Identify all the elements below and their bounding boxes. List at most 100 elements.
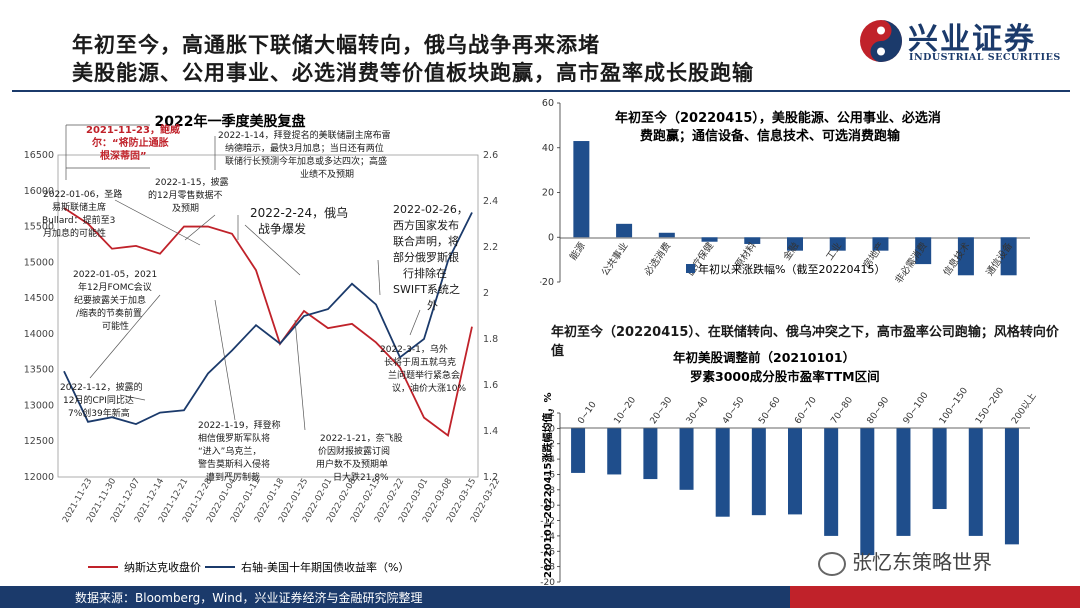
sector-bar bbox=[1000, 237, 1017, 276]
pe-ytick: -12 bbox=[540, 517, 555, 527]
logo-text-cn: 兴业证券 bbox=[908, 22, 1036, 57]
pe-bar bbox=[751, 428, 766, 516]
sector-bar bbox=[744, 237, 761, 244]
pe-category-label: 90~100 bbox=[902, 390, 931, 426]
sector-bar bbox=[957, 237, 974, 276]
annotation-8: 2022-3-1，乌外长将于周五就乌克兰问题举行紧急会议，油价大涨10% bbox=[380, 343, 466, 394]
left-ytick: 12500 bbox=[24, 436, 54, 447]
pe-bar bbox=[932, 428, 947, 510]
pe-bar bbox=[679, 428, 694, 490]
left-ytick: 13000 bbox=[24, 400, 54, 411]
left-ytick: 14500 bbox=[24, 293, 54, 304]
pe-category-label: 200以上 bbox=[1009, 391, 1038, 426]
pe-category-label: 50~60 bbox=[757, 395, 783, 426]
pe-category-label: 40~50 bbox=[721, 395, 747, 426]
pe-bar bbox=[607, 428, 622, 475]
pe-ytick: -18 bbox=[540, 563, 555, 573]
right-ytick: 2 bbox=[483, 288, 489, 299]
left-ytick: 16000 bbox=[24, 186, 54, 197]
annotation-2: 2022-1-14，拜登提名的美联储副主席布雷纳德暗示，最快3月加息；当日还有两… bbox=[218, 129, 391, 180]
sector-bar bbox=[573, 141, 590, 238]
right-ytick: 2.6 bbox=[483, 150, 498, 161]
q1-review-line-chart: 12000 12500 13000 13500 14000 14500 15000 15500… bbox=[24, 113, 503, 574]
pe-bar bbox=[643, 428, 658, 480]
left-ytick: 12000 bbox=[24, 472, 54, 483]
right-ytick: 1.4 bbox=[483, 426, 498, 437]
pe-category-label: 20~30 bbox=[649, 395, 675, 426]
left-ytick: 13500 bbox=[24, 365, 54, 376]
pe-ytick: 2 bbox=[549, 409, 555, 419]
header-divider bbox=[12, 90, 1070, 92]
legend-bond: 右轴-美国十年期国债收益率（%） bbox=[241, 560, 409, 574]
annotation-3: 2022-01-06，圣路易斯联储主席 Bullard：提前至3 月加息的可能性 bbox=[42, 188, 122, 239]
sector-bar bbox=[701, 237, 718, 242]
pe-bar bbox=[788, 428, 802, 515]
sector-bar bbox=[829, 237, 846, 251]
watermark: 张忆东策略世界 bbox=[818, 546, 992, 576]
pe-chart-title: 年初美股调整前（20210101） 罗素3000成分股市盈率TTM区间 bbox=[673, 350, 880, 384]
page-title-line2: 美股能源、公用事业、必选消费等价值板块跑赢，高市盈率成长股跑输 bbox=[72, 61, 754, 85]
left-ytick: 16500 bbox=[24, 150, 54, 161]
pe-bar bbox=[1004, 428, 1019, 545]
right-ytick: 1.2 bbox=[483, 472, 498, 483]
annotation-6: 2022-02-26，西方国家发布联合声明，将部分俄罗斯银行排除在 SWIFT系统… bbox=[393, 203, 468, 312]
pe-bar bbox=[571, 428, 586, 473]
pe-bar bbox=[824, 428, 839, 536]
sector-bar bbox=[872, 237, 889, 251]
left-ytick: 15000 bbox=[24, 257, 54, 268]
pe-category-label: 150~200 bbox=[974, 386, 1006, 426]
sector-ytick: 40 bbox=[542, 143, 554, 154]
page-title-line1: 年初至今，高通胀下联储大幅转向，俄乌战争再来添堵 bbox=[72, 33, 600, 57]
sector-category-label: 必选消费 bbox=[642, 240, 674, 278]
pe-bar bbox=[715, 428, 730, 517]
pe-ylabel: 20220101-20220415涨跌幅均值，% bbox=[541, 393, 554, 579]
right-ytick: 1.6 bbox=[483, 380, 498, 391]
annotation-4: 2022-1-15，披露的12月零售数据不及预期 bbox=[148, 176, 229, 214]
company-logo-icon bbox=[860, 20, 902, 62]
pe-category-label: 10~20 bbox=[612, 395, 638, 426]
pe-category-label: 0~10 bbox=[576, 400, 599, 426]
pe-ytick: -2 bbox=[546, 440, 555, 450]
pe-ytick: -10 bbox=[540, 501, 555, 511]
pe-ytick: -6 bbox=[546, 470, 555, 480]
sector-category-label: 公共事业 bbox=[599, 240, 631, 278]
annotation-1: 2021-11-23，鲍威尔：“将防止通胀根深蒂固” bbox=[86, 123, 180, 162]
sector-chart-title: 年初至今（20220415），美股能源、公用事业、必选消 费跑赢；通信设备、信息… bbox=[615, 110, 945, 144]
legend-sector-swatch bbox=[686, 264, 695, 273]
logo-text-en: INDUSTRIAL SECURITIES bbox=[909, 52, 1061, 63]
footer-bar: 数据来源：Bloomberg，Wind，兴业证券经济与金融研究院整理 bbox=[0, 586, 1080, 608]
sector-ytick: 20 bbox=[542, 188, 554, 199]
legend-sector: 年初以来涨跌幅%（截至20220415） bbox=[698, 262, 885, 276]
sector-bar bbox=[658, 232, 675, 238]
left-chart-title: 2022年一季度美股复盘 bbox=[155, 113, 306, 130]
sector-ytick: 60 bbox=[542, 98, 554, 109]
sector-category-label: 能源 bbox=[567, 240, 588, 263]
pe-ytick: -4 bbox=[546, 455, 555, 465]
wechat-icon bbox=[818, 551, 846, 576]
annotation-5: 2022-2-24，俄乌战争爆发 bbox=[250, 205, 348, 236]
pe-category-label: 30~40 bbox=[685, 395, 711, 426]
pe-bar bbox=[968, 428, 983, 536]
pe-category-label: 70~80 bbox=[829, 395, 855, 426]
right-ytick: 2.4 bbox=[483, 196, 498, 207]
pe-section-header: 年初至今（20220415）、在联储转向、俄乌冲突之下，高市盈率公司跑输；风格转… bbox=[551, 325, 1059, 359]
pe-ytick: -20 bbox=[540, 578, 555, 586]
right-ytick: 2.2 bbox=[483, 242, 498, 253]
legend-nasdaq: 纳斯达克收盘价 bbox=[124, 560, 201, 574]
annotation-9: 2022-1-12，披露的 12月的CPI同比达 7%创39年新高 bbox=[60, 381, 143, 419]
pe-category-label: 100~150 bbox=[938, 386, 970, 426]
pe-bar bbox=[896, 428, 911, 536]
pe-ytick: 0 bbox=[549, 424, 555, 434]
left-ytick: 15500 bbox=[24, 222, 54, 233]
pe-bar bbox=[860, 428, 875, 556]
nasdaq-line bbox=[63, 207, 473, 438]
sector-bar bbox=[787, 237, 803, 251]
annotation-7: 2022-01-05，2021 年12月FOMC会议纪要披露关于加息/缩表的节奏前… bbox=[73, 270, 157, 332]
pe-category-label: 60~70 bbox=[793, 395, 819, 426]
annotation-10: 2022-1-19，拜登称相信俄罗斯军队将“进入”乌克兰，警告莫斯科入侵将遭到严… bbox=[198, 419, 281, 483]
left-ytick: 14000 bbox=[24, 329, 54, 340]
bond-yield-line bbox=[63, 212, 473, 426]
pe-category-label: 80~90 bbox=[866, 395, 892, 426]
right-ytick: 1.8 bbox=[483, 334, 498, 345]
